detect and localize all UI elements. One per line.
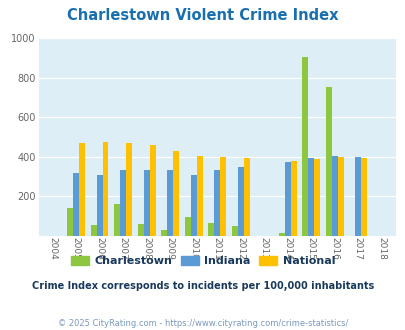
Bar [114,204,120,236]
Bar [354,157,360,236]
Bar [96,175,102,236]
Bar [67,208,73,236]
Bar [325,87,331,236]
Bar [173,151,179,236]
Bar [208,223,214,236]
Bar [231,226,237,236]
Bar [237,167,243,236]
Bar [331,156,337,236]
Bar [184,217,190,236]
Bar [278,233,284,236]
Bar [120,170,126,236]
Text: © 2025 CityRating.com - https://www.cityrating.com/crime-statistics/: © 2025 CityRating.com - https://www.city… [58,319,347,328]
Bar [161,230,167,236]
Bar [313,159,319,236]
Bar [126,143,132,236]
Bar [220,157,226,236]
Bar [143,170,149,236]
Bar [190,175,196,236]
Bar [167,170,173,236]
Bar [79,144,85,236]
Bar [196,156,202,236]
Bar [243,158,249,236]
Bar [307,158,313,236]
Legend: Charlestown, Indiana, National: Charlestown, Indiana, National [66,251,339,271]
Bar [214,170,220,236]
Bar [284,162,290,236]
Bar [360,158,366,236]
Text: Crime Index corresponds to incidents per 100,000 inhabitants: Crime Index corresponds to incidents per… [32,281,373,291]
Bar [138,224,143,236]
Bar [290,161,296,236]
Bar [337,157,343,236]
Bar [73,173,79,236]
Bar [302,57,307,236]
Bar [102,142,108,236]
Text: Charlestown Violent Crime Index: Charlestown Violent Crime Index [67,8,338,23]
Bar [91,225,96,236]
Bar [149,146,155,236]
